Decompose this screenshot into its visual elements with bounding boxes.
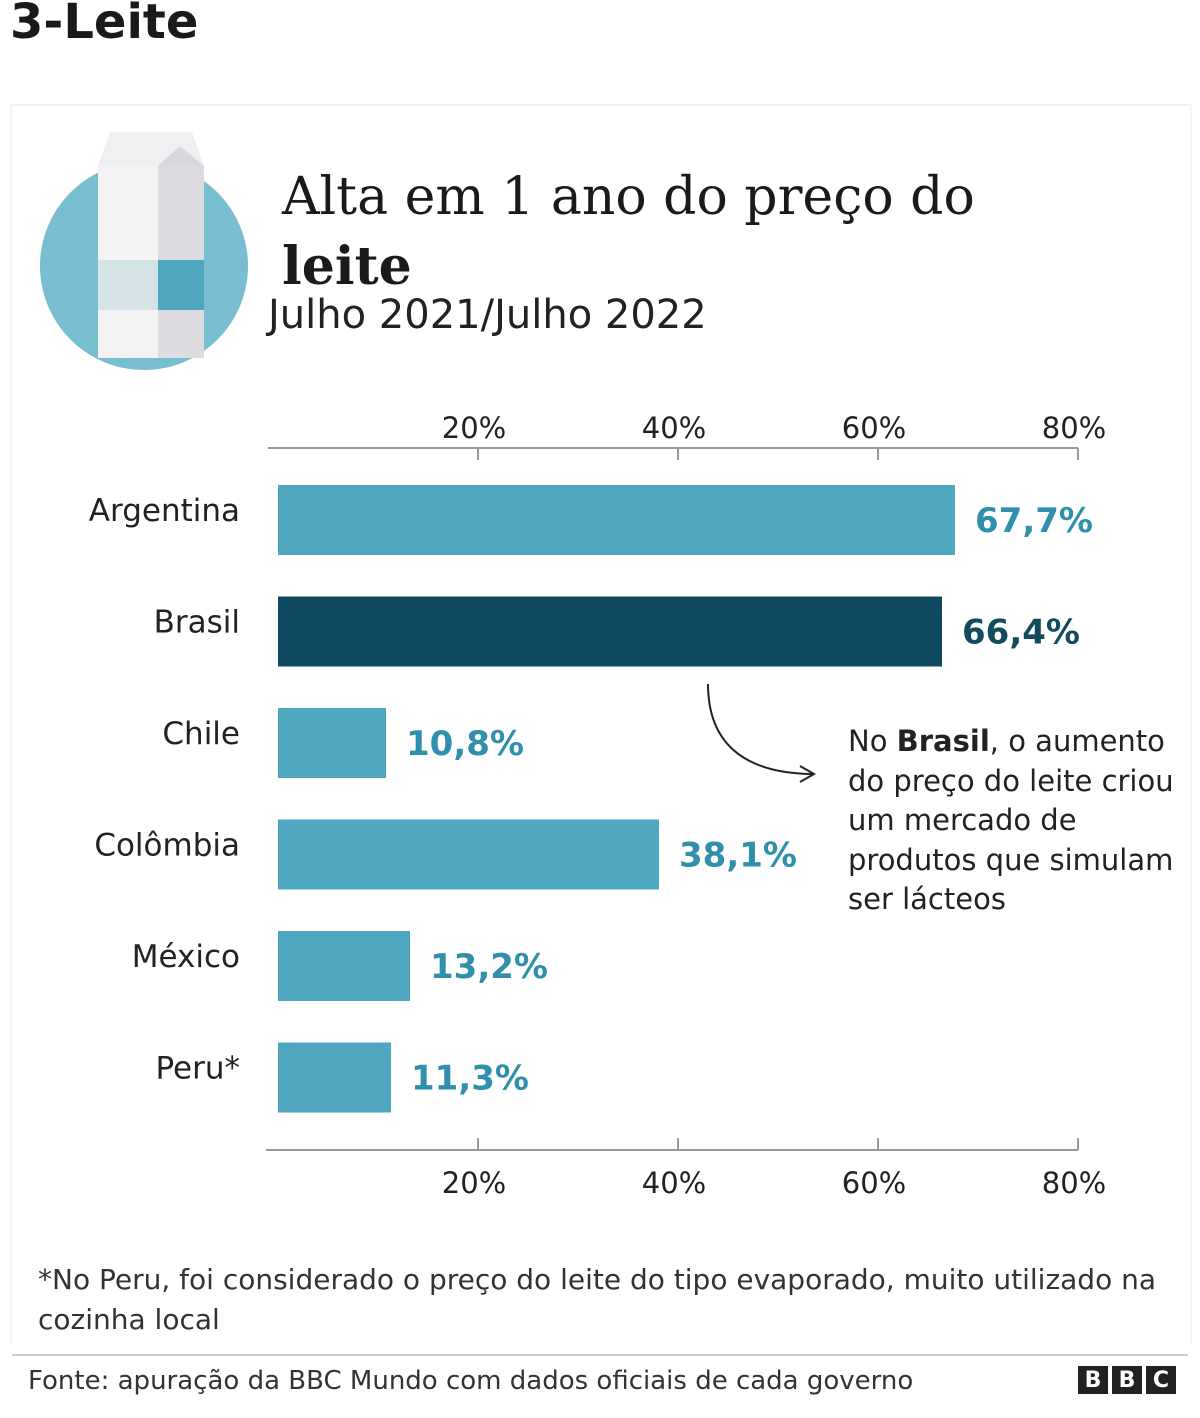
bar-méxico — [278, 931, 410, 1001]
milk-carton-band-front — [98, 260, 158, 310]
footnote: *No Peru, foi considerado o preço do lei… — [38, 1263, 1157, 1336]
bottom-tick-label: 60% — [842, 1166, 906, 1200]
bottom-tick-label: 20% — [442, 1166, 506, 1200]
bar-colômbia — [278, 819, 659, 890]
category-label: Brasil — [154, 605, 240, 641]
milk-carton-icon — [40, 132, 248, 370]
value-label: 66,4% — [962, 613, 1080, 653]
annotation-prefix: No — [848, 724, 897, 758]
milk-carton-band-side — [158, 260, 204, 310]
section-heading: 3-Leite — [10, 0, 199, 50]
bbc-logo: B B C — [1078, 1366, 1176, 1394]
bottom-tick-label: 80% — [1042, 1166, 1106, 1200]
top-tick-label: 80% — [1042, 411, 1106, 445]
chart-title: Alta em 1 ano do preço do leite — [282, 162, 1082, 302]
category-label: Argentina — [89, 493, 240, 529]
bar-chart: 20% 40% 60% 80% 20% 40% 60% 80% Argentina 67,7%… — [89, 411, 1106, 1200]
value-label: 13,2% — [430, 947, 548, 987]
annotation-suffix: , o aumento do preço do leite criou um m… — [848, 724, 1174, 916]
curved-arrow-icon — [707, 683, 813, 775]
card-border-right — [1190, 104, 1192, 1344]
bar-chile — [278, 708, 386, 778]
bottom-axis: 20% 40% 60% 80% — [266, 1138, 1106, 1200]
footer-divider — [12, 1354, 1188, 1356]
category-label: Peru* — [155, 1051, 240, 1087]
bar-peru — [278, 1042, 391, 1113]
bars: Argentina 67,7% Brasil 66,4% Chile 10,8% Colôm… — [89, 485, 1093, 1113]
value-label: 67,7% — [975, 501, 1093, 541]
bar-argentina — [278, 485, 955, 555]
milk-carton-top-side — [158, 146, 204, 166]
value-label: 11,3% — [411, 1059, 529, 1099]
category-label: Colômbia — [94, 828, 240, 864]
annotation-note: No Brasil, o aumento do preço do leite c… — [848, 722, 1178, 920]
arrow-head — [799, 765, 817, 783]
bbc-logo-letter: B — [1078, 1366, 1108, 1394]
bbc-logo-letter: B — [1112, 1366, 1142, 1394]
annotation-bold: Brasil — [896, 724, 990, 758]
value-label: 38,1% — [679, 836, 797, 876]
card-border-top — [10, 104, 1190, 106]
bar-brasil — [278, 596, 942, 667]
category-label: México — [132, 939, 240, 975]
top-tick-label: 20% — [442, 411, 506, 445]
top-tick-label: 60% — [842, 411, 906, 445]
bbc-logo-letter: C — [1146, 1366, 1176, 1394]
source-credit: Fonte: apuração da BBC Mundo com dados o… — [28, 1366, 914, 1396]
top-axis: 20% 40% 60% 80% — [268, 411, 1106, 460]
value-label: 10,8% — [406, 724, 524, 764]
chart-title-text: Alta em 1 ano do preço do — [282, 167, 975, 227]
chart-subtitle: Julho 2021/Julho 2022 — [268, 292, 707, 338]
chart-title-bold: leite — [282, 236, 412, 297]
card-border-left — [10, 104, 12, 1344]
bottom-tick-label: 40% — [642, 1166, 706, 1200]
category-label: Chile — [162, 716, 240, 752]
top-tick-label: 40% — [642, 411, 706, 445]
